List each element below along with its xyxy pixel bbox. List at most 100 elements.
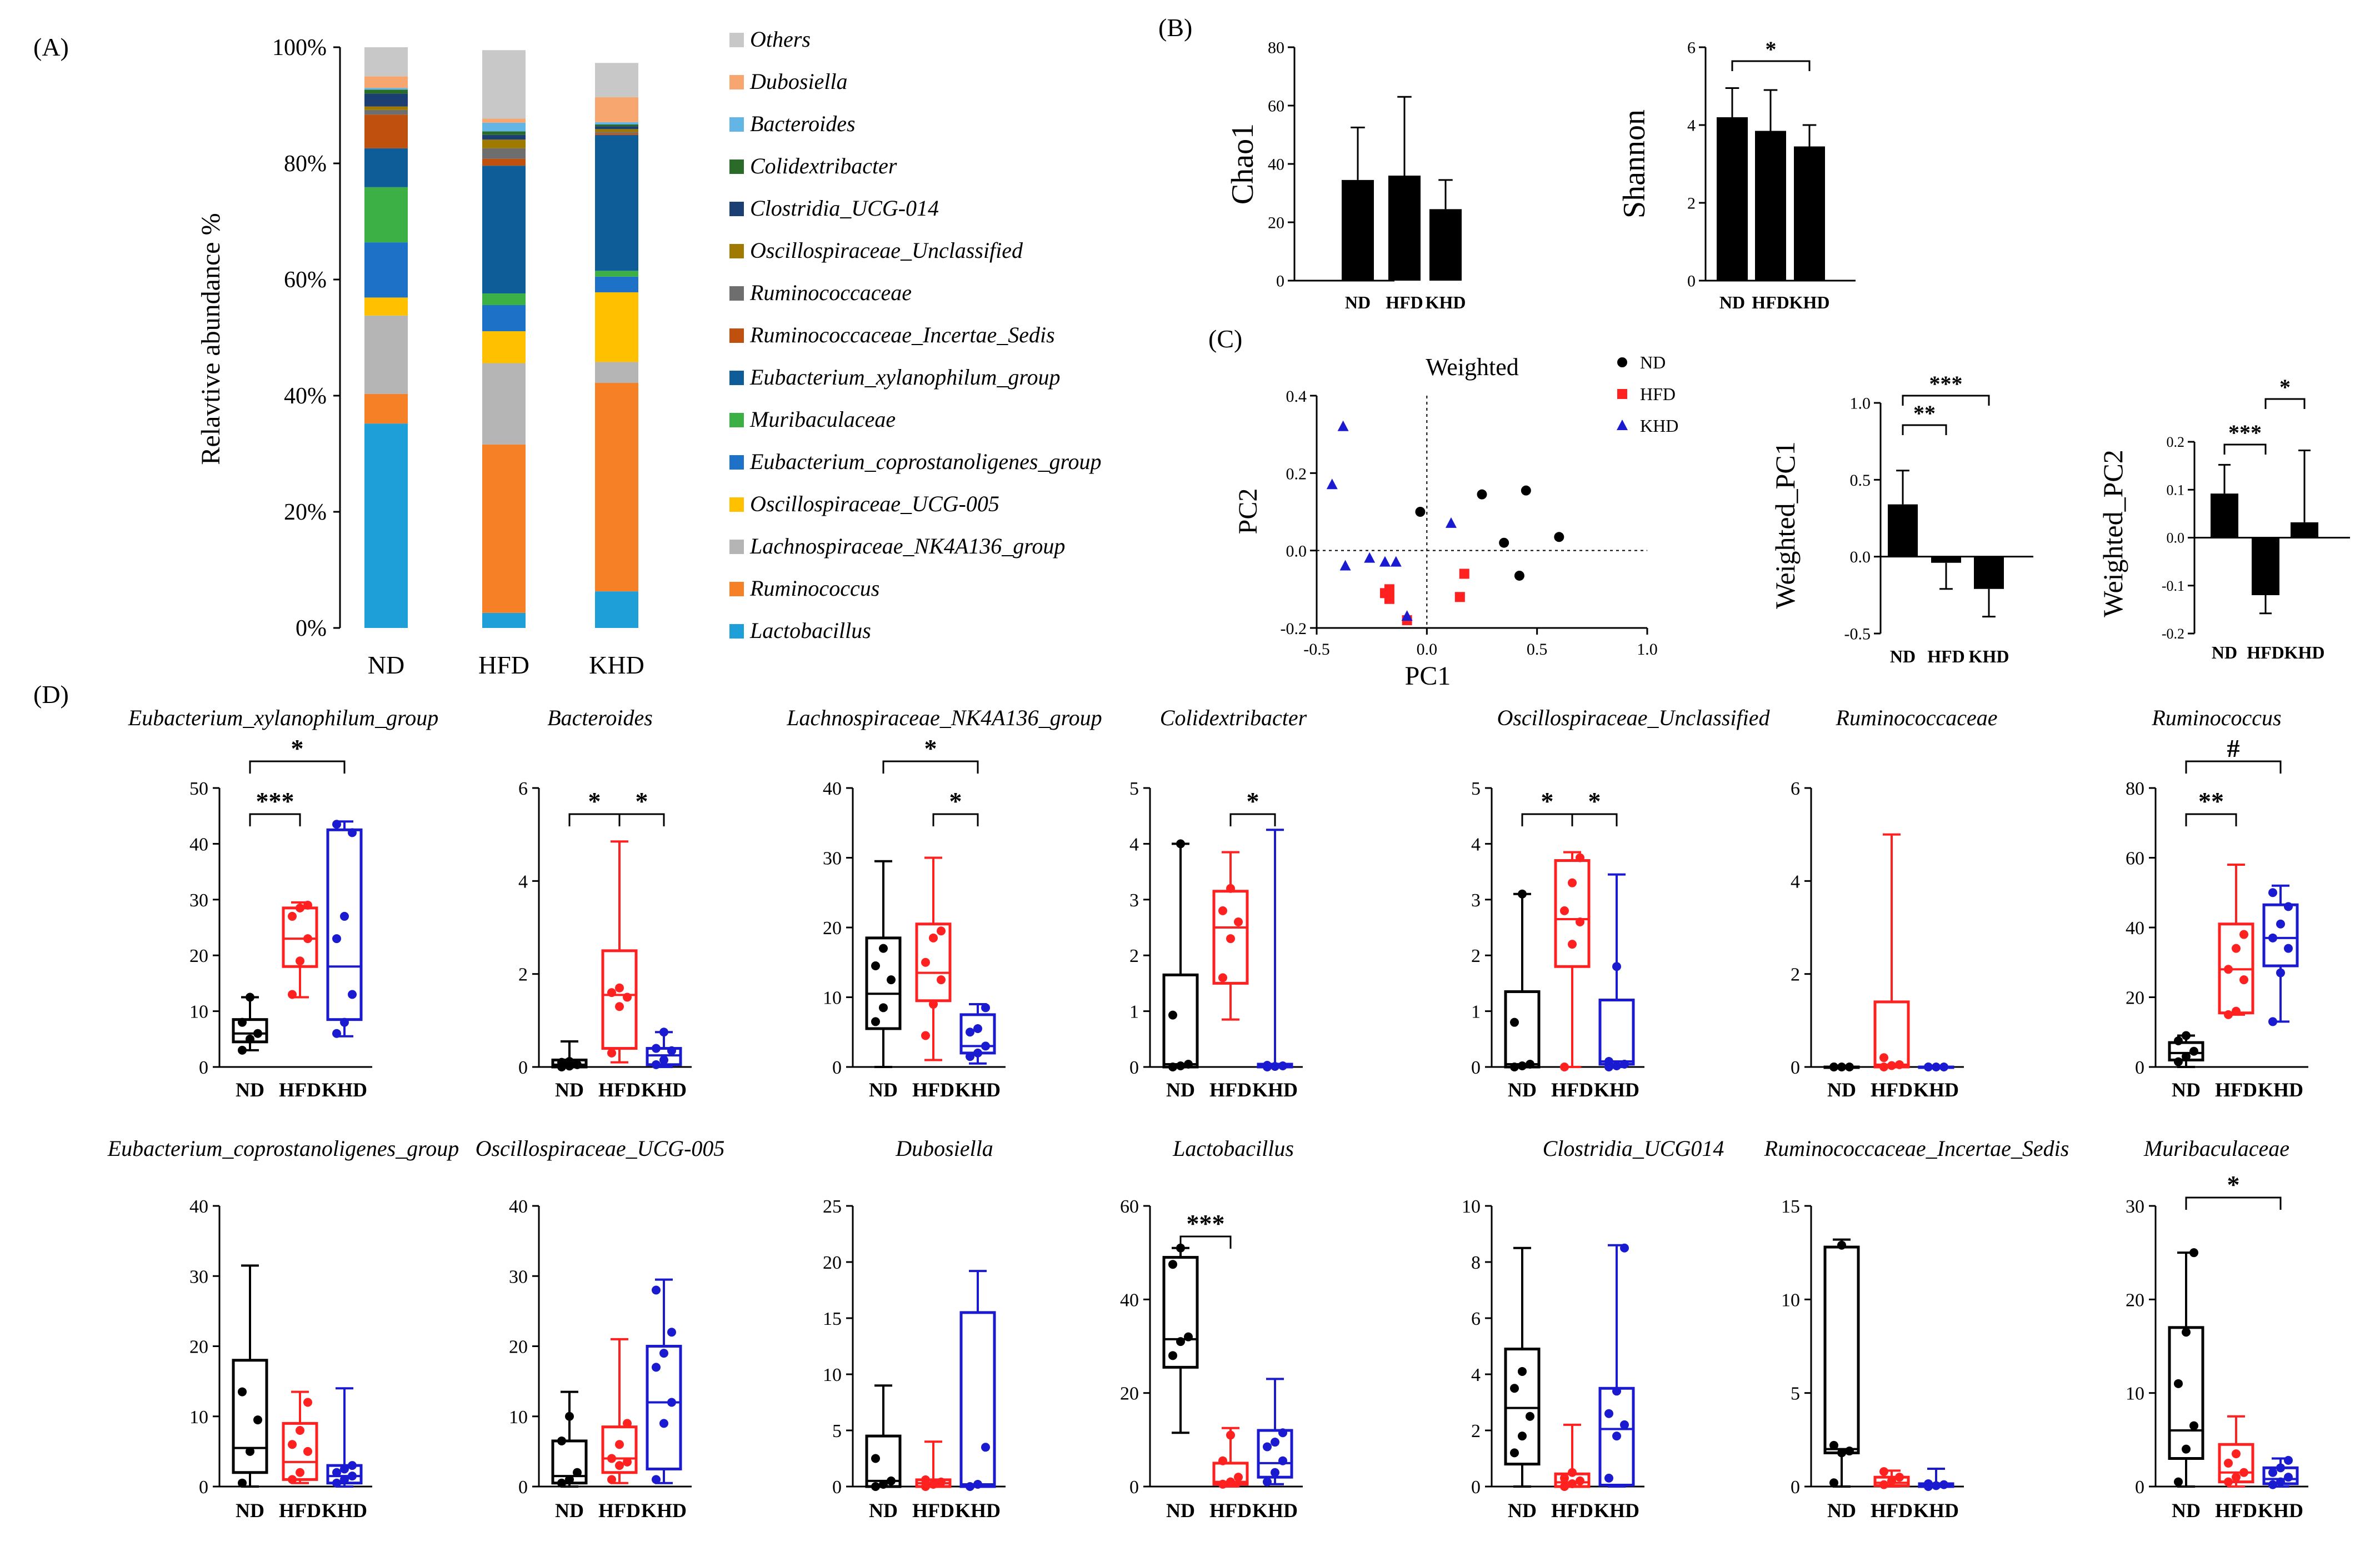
stacked-bar-segment [595,383,638,592]
scatter-point [1477,489,1487,500]
legend-label: Eubacterium_xylanophilum_group [749,365,1060,390]
y-tick-label: 40% [284,383,327,409]
data-point [1168,1010,1177,1020]
x-tick-label: HFD [1551,1079,1593,1101]
data-point [1226,934,1235,944]
data-point [2182,1052,2191,1061]
data-point [348,1461,357,1470]
stacked-bar-segment [595,126,638,129]
x-tick-label: ND [236,1079,264,1101]
x-tick-label: HFD [1209,1499,1252,1522]
legend-swatch [729,244,744,258]
data-point [1887,1476,1896,1485]
data-point [929,1479,938,1489]
stacked-bar-segment [482,612,526,628]
chart-title: Weighted [1426,353,1519,381]
data-point [1510,1448,1519,1458]
y-axis-label: PC2 [1233,488,1263,535]
y-tick-label: 3 [1129,890,1139,911]
panel-label-b: (B) [1158,13,1192,42]
data-point [1924,1479,1933,1488]
y-tick-label: 10 [189,1002,208,1023]
y-tick-label: 0.1 [2167,482,2185,498]
data-point [340,911,349,921]
data-point [303,900,312,910]
y-tick-label: 0.5 [1850,471,1871,490]
data-point [659,1349,668,1358]
bar [2291,522,2318,538]
y-tick-label: 20 [2126,988,2144,1009]
data-point [1887,1061,1896,1070]
stacked-bar-segment [482,50,526,119]
data-point [1271,1468,1279,1477]
y-tick-label: 40 [2126,918,2144,939]
data-point [887,975,896,985]
data-point [1168,1063,1177,1071]
stacked-bar-segment [595,124,638,127]
significance-bracket [932,813,979,826]
x-tick-label: HFD [1209,1079,1252,1101]
y-tick-label: 30 [189,1266,208,1287]
stacked-bar-segment [595,132,638,133]
data-point [565,1475,574,1484]
data-point [340,1475,349,1484]
data-point [1263,1442,1272,1452]
data-point [296,1426,304,1435]
significance-label: * [1247,787,1259,815]
x-tick-label: ND [2172,1079,2201,1101]
significance-bracket [1229,813,1276,826]
data-point [1939,1480,1948,1489]
data-point [296,956,304,966]
data-point [1576,853,1584,862]
data-point [2239,975,2248,985]
data-point [929,933,938,942]
significance-label: * [2279,375,2291,400]
data-point [1620,1059,1629,1069]
y-tick-label: 10 [189,1407,208,1428]
chart-title: Ruminococcus [2151,705,2281,730]
box [1162,973,1199,1069]
x-tick-label: ND [555,1499,584,1522]
scatter-point [1401,610,1413,621]
legend-swatch [729,202,744,216]
box [1554,859,1591,968]
bar [1755,131,1786,281]
data-point [652,1285,661,1295]
y-tick-label: 0 [199,1477,208,1498]
significance-label: * [636,787,648,815]
y-tick-label: 60 [1268,97,1284,116]
y-tick-label: 20% [284,500,327,525]
legend-label: Eubacterium_coprostanoligenes_group [749,449,1102,474]
data-point [623,993,632,1002]
data-point [667,1328,676,1337]
significance-label: *** [256,787,294,815]
significance-bracket [2264,398,2306,409]
data-point [2276,1463,2285,1473]
stacked-bar-segment [482,134,526,140]
stacked-bar-segment [364,393,408,424]
y-tick-label: 0 [1129,1477,1139,1498]
y-axis-label: Weighted_PC2 [2097,450,2128,617]
x-tick-label: ND [1890,646,1916,666]
data-point [1924,1063,1933,1071]
data-point [1576,917,1584,926]
y-tick-label: 0 [1471,1058,1481,1078]
data-point [2174,1379,2183,1388]
data-point [2224,965,2233,974]
data-point [1518,1432,1527,1441]
data-point [1226,884,1235,893]
stacked-bar-segment [364,109,408,115]
y-tick-label: 30 [2126,1196,2144,1217]
y-tick-label: 4 [1791,871,1800,892]
chart-title: Oscillospiraceae_Unclassified [1497,705,1770,730]
y-tick-label: 6 [1791,779,1800,799]
significance-label: * [588,787,601,815]
data-point [966,1052,974,1061]
y-tick-label: 0.2 [2167,434,2185,450]
data-point [652,1060,661,1069]
data-point [966,1028,974,1037]
box [2168,1326,2204,1460]
x-tick-label: KHD [1789,292,1830,312]
significance-label: * [1588,787,1601,815]
stacked-bar-segment [364,242,408,298]
